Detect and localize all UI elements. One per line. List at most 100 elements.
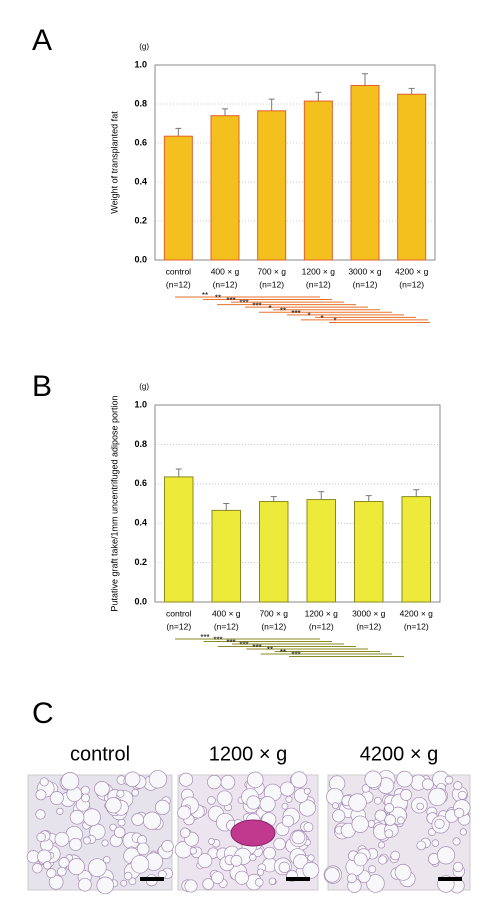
image-caption: 4200 × g bbox=[360, 743, 438, 765]
fat-cell bbox=[197, 853, 213, 868]
y-tick-label: 0.0 bbox=[134, 596, 147, 606]
fat-cell bbox=[35, 809, 46, 820]
fat-cell bbox=[302, 861, 320, 879]
fat-cell bbox=[246, 795, 261, 810]
fat-cell bbox=[428, 787, 447, 807]
image-caption: control bbox=[70, 743, 130, 765]
fat-cell bbox=[80, 785, 90, 795]
fat-cell bbox=[103, 856, 111, 864]
significance-label: * bbox=[307, 311, 310, 320]
x-tick-label: 700 × g bbox=[257, 266, 286, 276]
fat-cell bbox=[348, 793, 367, 812]
x-tick-label: 3000 × g bbox=[348, 266, 382, 276]
fat-cell bbox=[268, 877, 277, 886]
fat-cell bbox=[202, 878, 215, 890]
fat-cell bbox=[234, 870, 249, 885]
y-tick-label: 0.8 bbox=[134, 98, 147, 108]
bar bbox=[350, 84, 380, 261]
fat-cell bbox=[298, 799, 316, 817]
panel-label: B bbox=[32, 370, 52, 403]
fat-cell bbox=[400, 789, 413, 801]
bar bbox=[211, 509, 241, 603]
y-tick-label: 0.6 bbox=[134, 137, 147, 147]
fat-cell bbox=[434, 818, 445, 829]
fat-cell bbox=[96, 876, 114, 895]
fat-cell bbox=[452, 837, 461, 846]
fat-cell bbox=[116, 789, 125, 798]
fat-cell bbox=[207, 774, 222, 790]
fat-cell bbox=[49, 791, 64, 805]
fat-cell bbox=[179, 772, 194, 787]
n-label: (n=12) bbox=[213, 279, 238, 289]
fat-cell bbox=[37, 849, 52, 864]
y-tick-label: 0.6 bbox=[134, 478, 147, 488]
fat-cell bbox=[444, 775, 454, 785]
fat-cell bbox=[211, 871, 224, 884]
fat-cell bbox=[291, 830, 306, 845]
fat-cell bbox=[101, 839, 109, 847]
fat-cell bbox=[249, 853, 257, 862]
fat-cell bbox=[123, 871, 133, 881]
fat-cell bbox=[220, 774, 236, 790]
bar bbox=[259, 501, 289, 603]
significance-label: *** bbox=[226, 638, 235, 647]
fat-cell bbox=[56, 807, 64, 815]
fat-cell bbox=[303, 787, 311, 795]
fat-cell bbox=[113, 826, 126, 839]
fat-cell bbox=[278, 861, 291, 874]
fat-cell bbox=[154, 799, 171, 816]
y-tick-label: 1.0 bbox=[134, 59, 147, 69]
significance-label: *** bbox=[291, 651, 300, 660]
x-tick-label: control bbox=[166, 608, 192, 618]
fat-cell bbox=[207, 796, 216, 805]
fat-cell bbox=[179, 827, 191, 839]
fat-cell bbox=[396, 816, 405, 825]
x-tick-label: control bbox=[166, 266, 192, 276]
fat-cell bbox=[263, 846, 276, 860]
significance-label: *** bbox=[239, 299, 248, 308]
fat-cell bbox=[161, 839, 174, 853]
bar bbox=[257, 110, 287, 261]
fat-cell bbox=[332, 802, 339, 810]
fat-cell bbox=[384, 814, 396, 826]
bar bbox=[354, 501, 384, 603]
x-tick-label: 4200 × g bbox=[400, 608, 434, 618]
plot-frame bbox=[154, 64, 436, 261]
fat-cell bbox=[82, 836, 91, 845]
fat-cell bbox=[54, 831, 70, 847]
fat-cell bbox=[394, 863, 412, 881]
n-label: (n=12) bbox=[404, 621, 429, 631]
fat-cell bbox=[346, 873, 357, 884]
tissue-stain bbox=[230, 819, 276, 847]
fat-cell bbox=[452, 861, 464, 873]
fat-cell bbox=[285, 795, 293, 803]
fat-cell bbox=[436, 846, 456, 865]
unit-label: (g) bbox=[139, 382, 149, 391]
fat-cell bbox=[332, 809, 346, 823]
fat-cell bbox=[361, 784, 371, 793]
y-tick-label: 1.0 bbox=[134, 399, 147, 409]
fat-cell bbox=[94, 780, 110, 797]
fat-cell bbox=[68, 858, 85, 876]
fat-cell bbox=[120, 879, 128, 887]
n-label: (n=12) bbox=[214, 621, 239, 631]
fat-cell bbox=[453, 781, 463, 791]
fat-cell bbox=[131, 788, 139, 797]
n-label: (n=12) bbox=[306, 279, 331, 289]
significance-label: *** bbox=[291, 309, 300, 318]
fat-cell bbox=[273, 837, 286, 851]
fat-cell bbox=[177, 805, 192, 820]
x-tick-label: 1200 × g bbox=[302, 266, 336, 276]
fat-cell bbox=[390, 850, 401, 861]
fat-cell bbox=[69, 837, 83, 851]
significance-label: *** bbox=[252, 643, 261, 652]
fat-cell bbox=[69, 809, 85, 825]
fat-cell bbox=[36, 832, 46, 842]
fat-cell bbox=[351, 815, 369, 833]
fat-cell bbox=[377, 841, 386, 849]
fat-cell bbox=[384, 829, 394, 839]
fat-cell bbox=[396, 770, 413, 788]
fat-cell bbox=[208, 837, 215, 845]
n-label: (n=12) bbox=[166, 621, 191, 631]
fat-cell bbox=[128, 877, 137, 886]
